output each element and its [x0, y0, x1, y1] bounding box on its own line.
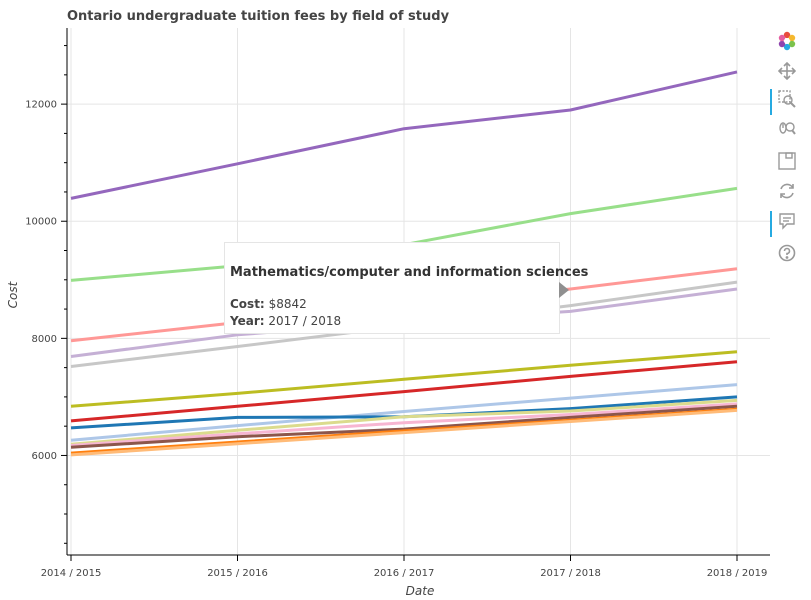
y-tick-label: 6000: [32, 451, 57, 462]
wheel-zoom-icon[interactable]: [770, 116, 804, 142]
tooltip-cost-key: Cost:: [230, 297, 265, 311]
box-zoom-icon[interactable]: [770, 86, 804, 115]
tooltip-cost-row: Cost: $8842: [230, 297, 307, 311]
save-icon[interactable]: [770, 148, 804, 174]
box-zoom-active-indicator: [770, 89, 772, 115]
x-tick-label: 2014 / 2015: [41, 568, 102, 579]
help-icon[interactable]: [770, 240, 804, 266]
series-line[interactable]: [70, 398, 738, 446]
hover-active-indicator: [770, 211, 772, 237]
series-line[interactable]: [70, 350, 738, 408]
series-line[interactable]: [70, 404, 738, 449]
y-tick-label: 8000: [32, 334, 57, 345]
x-tick-label: 2016 / 2017: [374, 568, 435, 579]
series-line[interactable]: [70, 70, 738, 200]
series-line[interactable]: [70, 383, 738, 442]
reset-icon[interactable]: [770, 178, 804, 204]
tooltip-year-value: 2017 / 2018: [268, 314, 342, 328]
axes: 6000 8000 10000 12000 2014 / 2015 2015 / 2016…: [25, 28, 770, 579]
hover-tooltip: Mathematics/computer and information sci…: [224, 242, 588, 334]
x-tick-label: 2018 / 2019: [707, 568, 768, 579]
y-axis-label: Cost: [6, 280, 20, 308]
tooltip-cost-value: $8842: [268, 297, 307, 311]
x-tick-label: 2017 / 2018: [540, 568, 601, 579]
x-tick-label: 2015 / 2016: [207, 568, 268, 579]
series-line[interactable]: [70, 408, 738, 457]
hover-icon[interactable]: [770, 208, 804, 237]
tooltip-arrow: [559, 282, 569, 298]
tooltip-year-row: Year: 2017 / 2018: [230, 314, 341, 328]
bokeh-logo-icon[interactable]: [770, 28, 804, 54]
pan-icon[interactable]: [770, 58, 804, 84]
tooltip-year-key: Year:: [230, 314, 265, 328]
series-line[interactable]: [70, 402, 738, 447]
y-tick-label: 12000: [25, 100, 57, 111]
chart-title: Ontario undergraduate tuition fees by fi…: [67, 9, 450, 24]
y-tick-label: 10000: [25, 217, 57, 228]
x-axis-label: Date: [406, 584, 435, 598]
grid-lines: [67, 28, 770, 555]
tooltip-title: Mathematics/computer and information sci…: [230, 265, 589, 280]
series-line[interactable]: [70, 360, 738, 423]
